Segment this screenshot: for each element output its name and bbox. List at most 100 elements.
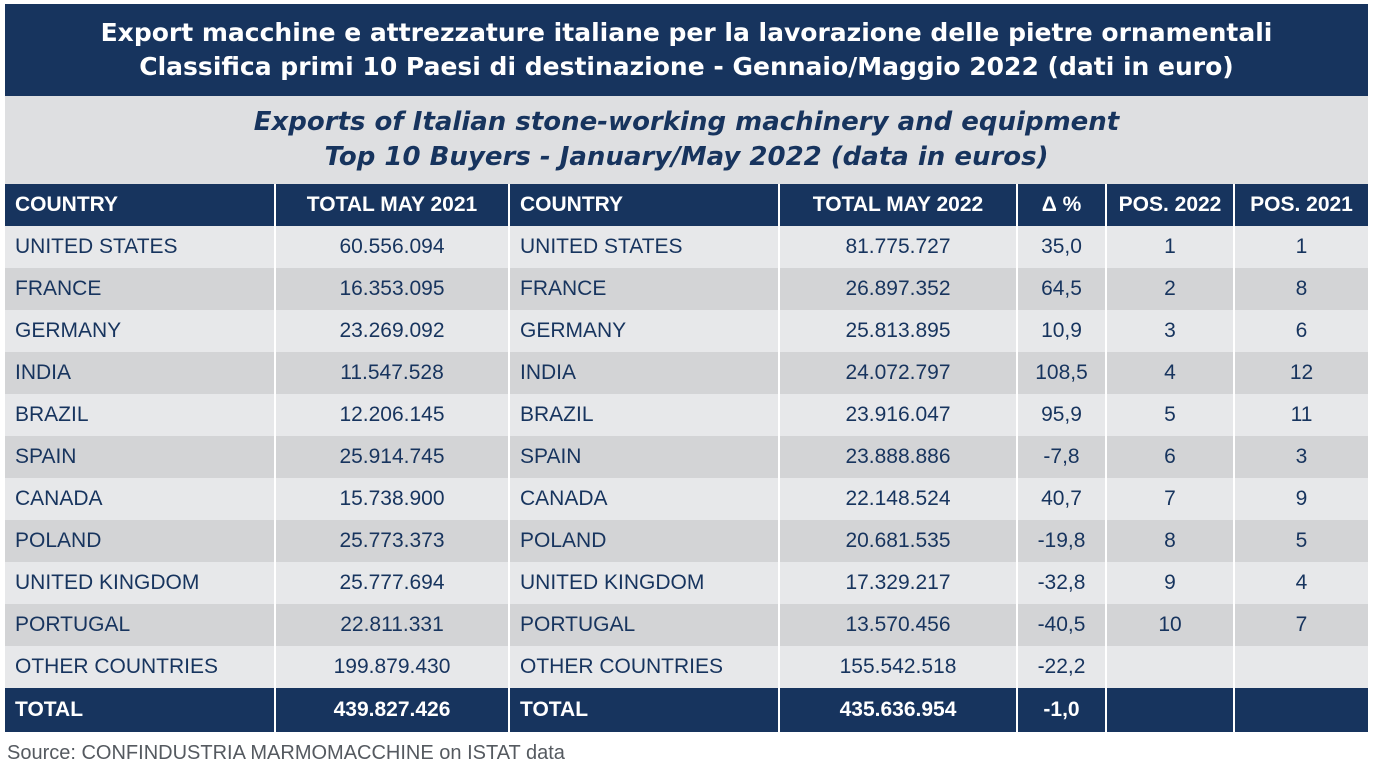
cell-country-2022: POLAND bbox=[508, 520, 779, 562]
table-row: PORTUGAL 22.811.331 PORTUGAL 13.570.456 -40,… bbox=[5, 604, 1368, 646]
cell-country-2022: CANADA bbox=[508, 478, 779, 520]
total-country-2021: TOTAL bbox=[5, 688, 275, 732]
cell-country-2021: UNITED STATES bbox=[5, 226, 275, 268]
cell-delta: -40,5 bbox=[1016, 604, 1106, 646]
header-delta: Δ % bbox=[1016, 184, 1106, 226]
cell-pos-2021: 6 bbox=[1233, 310, 1368, 352]
cell-total-2021: 25.777.694 bbox=[274, 562, 509, 604]
table-body: UNITED STATES 60.556.094 UNITED STATES 81.7… bbox=[5, 226, 1368, 732]
table-row: POLAND 25.773.373 POLAND 20.681.535 -19,8 8 5 bbox=[5, 520, 1368, 562]
table-row: OTHER COUNTRIES 199.879.430 OTHER COUNTRIE… bbox=[5, 646, 1368, 688]
italian-title: Export macchine e attrezzature italiane … bbox=[5, 4, 1368, 96]
total-pos-2021 bbox=[1233, 688, 1368, 732]
cell-pos-2022: 1 bbox=[1105, 226, 1234, 268]
cell-total-2021: 25.914.745 bbox=[274, 436, 509, 478]
italian-title-line-1: Export macchine e attrezzature italiane … bbox=[100, 18, 1273, 47]
cell-pos-2022: 9 bbox=[1105, 562, 1234, 604]
total-value-2021: 439.827.426 bbox=[274, 688, 509, 732]
cell-total-2022: 20.681.535 bbox=[778, 520, 1017, 562]
cell-delta: 108,5 bbox=[1016, 352, 1106, 394]
cell-total-2022: 25.813.895 bbox=[778, 310, 1017, 352]
cell-delta: -7,8 bbox=[1016, 436, 1106, 478]
cell-delta: -19,8 bbox=[1016, 520, 1106, 562]
cell-pos-2022: 8 bbox=[1105, 520, 1234, 562]
export-table-figure: Export macchine e attrezzature italiane … bbox=[5, 4, 1368, 732]
cell-total-2022: 155.542.518 bbox=[778, 646, 1017, 688]
cell-pos-2021: 7 bbox=[1233, 604, 1368, 646]
total-row: TOTAL 439.827.426 TOTAL 435.636.954 -1,0 bbox=[5, 688, 1368, 732]
total-pos-2022 bbox=[1105, 688, 1234, 732]
cell-country-2022: FRANCE bbox=[508, 268, 779, 310]
header-total-2022: TOTAL MAY 2022 bbox=[778, 184, 1017, 226]
cell-delta: 40,7 bbox=[1016, 478, 1106, 520]
cell-total-2022: 26.897.352 bbox=[778, 268, 1017, 310]
cell-country-2021: BRAZIL bbox=[5, 394, 275, 436]
table-row: INDIA 11.547.528 INDIA 24.072.797 108,5 4 12 bbox=[5, 352, 1368, 394]
cell-country-2022: UNITED KINGDOM bbox=[508, 562, 779, 604]
english-title-line-1: Exports of Italian stone-working machine… bbox=[253, 107, 1120, 137]
cell-delta: -32,8 bbox=[1016, 562, 1106, 604]
table-row: BRAZIL 12.206.145 BRAZIL 23.916.047 95,9 5 11 bbox=[5, 394, 1368, 436]
header-pos-2022: POS. 2022 bbox=[1105, 184, 1234, 226]
source-note: Source: CONFINDUSTRIA MARMOMACCHINE on I… bbox=[7, 742, 565, 764]
cell-delta: 10,9 bbox=[1016, 310, 1106, 352]
cell-pos-2021: 1 bbox=[1233, 226, 1368, 268]
english-title: Exports of Italian stone-working machine… bbox=[5, 96, 1368, 184]
table-header-row: COUNTRY TOTAL MAY 2021 COUNTRY TOTAL MAY… bbox=[5, 184, 1368, 226]
header-country-2022: COUNTRY bbox=[508, 184, 779, 226]
cell-total-2021: 23.269.092 bbox=[274, 310, 509, 352]
cell-total-2022: 13.570.456 bbox=[778, 604, 1017, 646]
cell-total-2022: 22.148.524 bbox=[778, 478, 1017, 520]
cell-country-2022: SPAIN bbox=[508, 436, 779, 478]
cell-country-2021: CANADA bbox=[5, 478, 275, 520]
cell-country-2022: INDIA bbox=[508, 352, 779, 394]
table-row: CANADA 15.738.900 CANADA 22.148.524 40,7 7 9 bbox=[5, 478, 1368, 520]
table-row: FRANCE 16.353.095 FRANCE 26.897.352 64,5 2 8 bbox=[5, 268, 1368, 310]
cell-country-2022: BRAZIL bbox=[508, 394, 779, 436]
cell-country-2022: PORTUGAL bbox=[508, 604, 779, 646]
cell-delta: -22,2 bbox=[1016, 646, 1106, 688]
cell-pos-2021: 9 bbox=[1233, 478, 1368, 520]
cell-delta: 64,5 bbox=[1016, 268, 1106, 310]
cell-pos-2022: 6 bbox=[1105, 436, 1234, 478]
cell-pos-2021: 3 bbox=[1233, 436, 1368, 478]
cell-total-2022: 17.329.217 bbox=[778, 562, 1017, 604]
table-row: GERMANY 23.269.092 GERMANY 25.813.895 10,9 3 6 bbox=[5, 310, 1368, 352]
export-table: COUNTRY TOTAL MAY 2021 COUNTRY TOTAL MAY… bbox=[5, 184, 1368, 732]
table-row: UNITED KINGDOM 25.777.694 UNITED KINGDOM 17… bbox=[5, 562, 1368, 604]
cell-delta: 95,9 bbox=[1016, 394, 1106, 436]
cell-country-2021: SPAIN bbox=[5, 436, 275, 478]
cell-total-2021: 11.547.528 bbox=[274, 352, 509, 394]
total-value-2022: 435.636.954 bbox=[778, 688, 1017, 732]
cell-total-2021: 16.353.095 bbox=[274, 268, 509, 310]
italian-title-line-2: Classifica primi 10 Paesi di destinazion… bbox=[139, 52, 1234, 81]
cell-pos-2021: 5 bbox=[1233, 520, 1368, 562]
cell-pos-2022: 5 bbox=[1105, 394, 1234, 436]
cell-country-2021: PORTUGAL bbox=[5, 604, 275, 646]
cell-pos-2021: 8 bbox=[1233, 268, 1368, 310]
cell-country-2021: GERMANY bbox=[5, 310, 275, 352]
cell-total-2022: 23.888.886 bbox=[778, 436, 1017, 478]
table-row: SPAIN 25.914.745 SPAIN 23.888.886 -7,8 6 3 bbox=[5, 436, 1368, 478]
cell-country-2021: OTHER COUNTRIES bbox=[5, 646, 275, 688]
header-country-2021: COUNTRY bbox=[5, 184, 275, 226]
cell-total-2022: 23.916.047 bbox=[778, 394, 1017, 436]
cell-country-2022: OTHER COUNTRIES bbox=[508, 646, 779, 688]
header-pos-2021: POS. 2021 bbox=[1233, 184, 1368, 226]
cell-delta: 35,0 bbox=[1016, 226, 1106, 268]
cell-pos-2022: 2 bbox=[1105, 268, 1234, 310]
cell-country-2021: POLAND bbox=[5, 520, 275, 562]
cell-total-2021: 25.773.373 bbox=[274, 520, 509, 562]
cell-pos-2021 bbox=[1233, 646, 1368, 688]
english-title-line-2: Top 10 Buyers - January/May 2022 (data i… bbox=[324, 142, 1049, 172]
cell-total-2021: 22.811.331 bbox=[274, 604, 509, 646]
table-row: UNITED STATES 60.556.094 UNITED STATES 81.7… bbox=[5, 226, 1368, 268]
cell-country-2022: UNITED STATES bbox=[508, 226, 779, 268]
cell-country-2022: GERMANY bbox=[508, 310, 779, 352]
cell-pos-2022: 7 bbox=[1105, 478, 1234, 520]
cell-total-2021: 60.556.094 bbox=[274, 226, 509, 268]
total-delta: -1,0 bbox=[1016, 688, 1106, 732]
header-total-2021: TOTAL MAY 2021 bbox=[274, 184, 509, 226]
cell-pos-2022: 4 bbox=[1105, 352, 1234, 394]
cell-pos-2022: 3 bbox=[1105, 310, 1234, 352]
